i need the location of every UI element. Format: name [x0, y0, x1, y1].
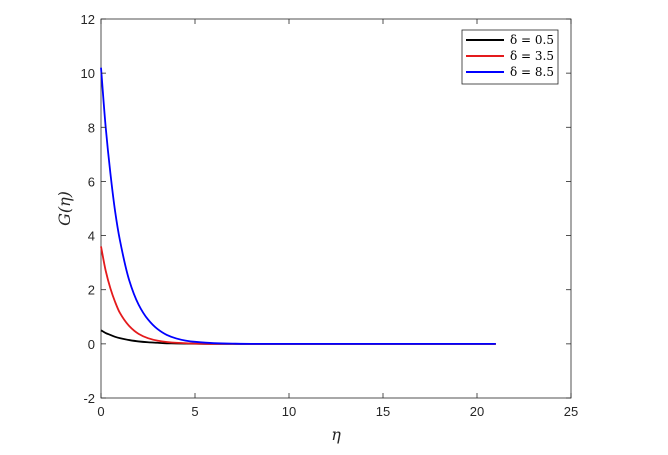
- x-tick-label: 0: [97, 404, 104, 419]
- y-tick-label: 4: [88, 229, 95, 244]
- legend-entry-2: δ = 8.5: [466, 65, 554, 79]
- legend: δ = 0.5 δ = 3.5 δ = 8.5: [461, 29, 559, 85]
- series-line-1: [100, 246, 496, 345]
- x-tick-label: 10: [282, 404, 296, 419]
- y-tick-label: 0: [88, 337, 95, 352]
- x-tick-label: 25: [564, 404, 578, 419]
- axes-box: [100, 18, 572, 399]
- y-tick-label: 6: [88, 174, 95, 189]
- x-axis-label: η: [331, 425, 341, 444]
- y-tick-label: 8: [88, 120, 95, 135]
- x-tick-label: 15: [376, 404, 390, 419]
- curves: [100, 67, 496, 345]
- legend-label-0: δ = 0.5: [510, 33, 554, 47]
- legend-entry-1: δ = 3.5: [466, 49, 554, 63]
- legend-entry-0: δ = 0.5: [466, 33, 554, 47]
- y-tick-label: 2: [88, 283, 95, 298]
- y-tick-label: 10: [81, 66, 95, 81]
- x-tick-label: 20: [470, 404, 484, 419]
- legend-label-1: δ = 3.5: [510, 49, 554, 63]
- legend-label-2: δ = 8.5: [510, 65, 554, 79]
- y-tick-label: -2: [83, 391, 95, 406]
- y-tick-label: 12: [81, 12, 95, 27]
- x-tick-label: 5: [191, 404, 198, 419]
- y-axis-label: G(η): [55, 191, 74, 226]
- series-line-2: [100, 67, 496, 345]
